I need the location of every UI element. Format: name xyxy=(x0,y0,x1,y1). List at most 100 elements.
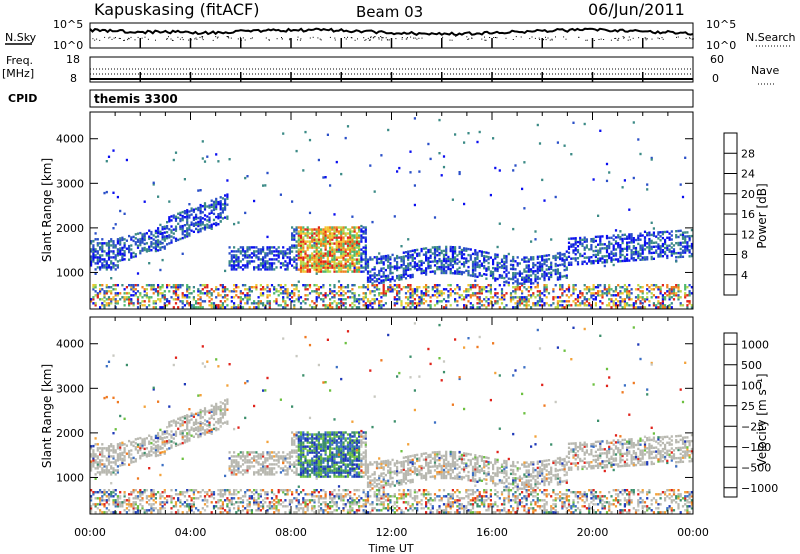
range-cell xyxy=(652,284,655,287)
range-cell xyxy=(174,302,178,305)
range-cell xyxy=(483,265,486,268)
range-cell xyxy=(650,257,653,261)
range-cell xyxy=(630,241,633,244)
search-noise-point xyxy=(388,39,390,41)
range-cell xyxy=(373,294,376,297)
range-cell xyxy=(389,286,392,289)
range-cell xyxy=(563,262,566,266)
range-cell xyxy=(116,455,119,458)
range-cell xyxy=(659,288,662,291)
range-cell xyxy=(619,290,622,293)
range-cell xyxy=(657,245,660,248)
range-cell xyxy=(342,270,345,273)
range-cell xyxy=(226,294,229,297)
range-cell xyxy=(203,204,207,207)
range-cell xyxy=(177,222,180,225)
range-cell xyxy=(136,509,140,512)
range-cell xyxy=(181,230,184,234)
range-cell xyxy=(563,264,566,268)
search-noise-point xyxy=(244,39,246,41)
range-cell xyxy=(174,505,178,508)
range-cell xyxy=(447,257,450,261)
range-cell xyxy=(500,296,504,299)
range-cell xyxy=(150,446,153,449)
range-cell xyxy=(248,256,251,259)
range-cell xyxy=(672,286,676,289)
range-cell xyxy=(157,511,160,514)
range-cell xyxy=(152,491,155,494)
range-cell xyxy=(313,228,316,231)
range-cell xyxy=(183,234,186,237)
range-cell xyxy=(324,232,327,235)
range-cell xyxy=(219,206,222,209)
range-cell xyxy=(326,258,329,261)
range-cell xyxy=(103,300,106,303)
range-cell xyxy=(411,300,414,303)
range-cell xyxy=(344,242,347,245)
range-cell xyxy=(132,460,135,464)
range-cell xyxy=(422,247,425,250)
range-cell xyxy=(425,267,428,270)
range-cell xyxy=(409,250,412,253)
range-cell xyxy=(346,260,350,263)
search-noise-point xyxy=(551,39,553,41)
range-cell xyxy=(279,262,282,265)
range-cell xyxy=(398,278,401,281)
range-cell xyxy=(219,216,222,219)
range-cell xyxy=(322,262,325,265)
range-cell xyxy=(317,270,320,273)
range-cell xyxy=(505,292,508,295)
range-cell xyxy=(380,269,383,272)
range-cell xyxy=(112,447,115,450)
range-cell xyxy=(561,304,564,307)
range-cell xyxy=(360,230,363,233)
range-cell xyxy=(297,226,300,229)
range-cell xyxy=(311,258,314,261)
range-cell xyxy=(295,232,298,235)
range-cell xyxy=(103,471,106,474)
range-cell xyxy=(284,250,287,253)
range-cell xyxy=(177,511,180,514)
range-cell xyxy=(190,497,193,500)
range-cell xyxy=(521,258,524,261)
range-cell xyxy=(257,306,260,309)
range-cell xyxy=(512,272,515,275)
range-cell xyxy=(373,274,376,277)
range-cell xyxy=(154,288,157,291)
range-cell xyxy=(670,246,673,249)
range-cell xyxy=(199,222,202,225)
range-cell xyxy=(380,306,383,309)
range-cell xyxy=(418,254,421,257)
range-cell xyxy=(217,304,220,307)
range-cell xyxy=(561,288,564,291)
range-cell xyxy=(262,302,265,305)
range-cell xyxy=(302,268,305,271)
range-cell xyxy=(436,284,439,287)
range-cell xyxy=(371,298,374,301)
range-cell xyxy=(107,248,111,251)
range-cell xyxy=(322,234,325,237)
range-cell xyxy=(404,306,408,309)
range-cell xyxy=(190,223,193,226)
range-cell xyxy=(489,270,492,273)
range-cell xyxy=(253,266,256,269)
range-cell xyxy=(324,262,327,265)
range-cell xyxy=(668,238,671,241)
search-noise-point xyxy=(615,37,617,39)
range-cell xyxy=(608,290,611,293)
range-cell xyxy=(438,257,441,261)
range-cell xyxy=(646,242,649,245)
range-cell xyxy=(286,294,289,297)
range-cell xyxy=(177,443,180,447)
range-cell xyxy=(304,266,307,269)
range-cell xyxy=(391,277,394,281)
search-noise-point xyxy=(365,39,367,41)
range-cell xyxy=(425,271,428,274)
range-cell xyxy=(626,249,629,252)
range-cell xyxy=(576,251,580,254)
range-cell xyxy=(197,394,200,397)
velocity-heatmap-cells xyxy=(90,322,693,514)
range-cell xyxy=(478,264,481,267)
range-cell xyxy=(208,218,211,221)
range-cell xyxy=(299,252,303,255)
